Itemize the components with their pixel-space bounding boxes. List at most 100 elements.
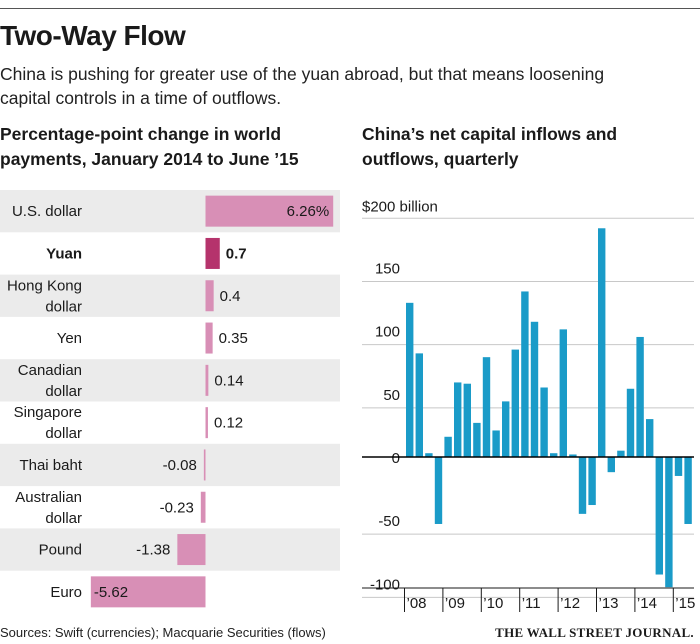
bar-yuan — [205, 237, 220, 269]
category-label: Yen — [57, 330, 82, 347]
column-bar — [578, 457, 587, 514]
category-label-line: Singapore — [14, 404, 82, 421]
x-tick-label: ’12 — [560, 595, 580, 612]
column-bar — [607, 457, 615, 473]
column-bar — [559, 329, 567, 457]
y-tick-label: 150 — [375, 260, 400, 277]
page-title: Two-Way Flow — [0, 20, 186, 51]
bar-u-s-dollar — [205, 195, 334, 227]
column-bar — [521, 291, 529, 457]
category-label-line: dollar — [45, 510, 82, 527]
column-bar — [540, 387, 548, 457]
category-label-line: Yuan — [46, 245, 82, 262]
column-bar — [434, 457, 443, 524]
x-tick-label: ’09 — [445, 595, 465, 612]
payments-chart-title-line-2: payments, January 2014 to June ’15 — [0, 149, 299, 169]
bar-euro — [90, 576, 206, 608]
category-label-line: Hong Kong — [7, 277, 82, 294]
bar-singapore-dollar — [205, 407, 208, 439]
value-label: -0.08 — [163, 457, 197, 474]
column-bar — [655, 457, 663, 575]
column-bar — [646, 419, 654, 457]
bar-hong-kong-dollar — [205, 280, 214, 312]
x-tick-label: ’14 — [637, 595, 657, 612]
subtitle-line-2: capital controls in a time of outflows. — [0, 88, 282, 108]
value-label: 0.4 — [220, 288, 241, 305]
top-rule — [0, 8, 700, 9]
column-bar — [569, 454, 577, 457]
page-subtitle: China is pushing for greater use of the … — [0, 62, 690, 110]
column-bar — [482, 357, 491, 457]
y-tick-label: 0 — [392, 450, 400, 467]
row-band — [0, 443, 340, 487]
column-bar — [636, 336, 644, 457]
row-band — [0, 274, 340, 317]
x-tick-label: ’08 — [407, 595, 427, 612]
column-bar — [463, 383, 471, 457]
category-label-line: dollar — [45, 425, 82, 442]
column-bar — [598, 228, 606, 457]
subtitle-line-1: China is pushing for greater use of the … — [0, 64, 605, 84]
bar-australian-dollar — [200, 491, 206, 523]
bar-canadian-dollar — [205, 364, 209, 396]
category-label-line: U.S. dollar — [12, 203, 82, 220]
category-label: Pound — [39, 542, 82, 559]
value-label: 6.26% — [287, 203, 330, 220]
category-label: Singapore dollar — [14, 404, 82, 442]
category-label: Hong Kong dollar — [7, 277, 82, 315]
category-label-line: Australian — [15, 489, 82, 506]
column-bar — [444, 436, 452, 457]
x-tick-label: ’11 — [522, 595, 541, 612]
column-bar — [588, 457, 596, 506]
row-band — [0, 528, 340, 571]
payments-chart-title: Percentage-point change in world payment… — [0, 122, 299, 172]
value-label: -5.62 — [94, 584, 128, 601]
y-tick-label: 50 — [383, 387, 400, 404]
column-bar — [665, 457, 673, 588]
column-bar — [492, 430, 500, 457]
category-label: Thai baht — [19, 457, 82, 474]
column-bar — [511, 349, 519, 457]
bar-pound — [177, 534, 206, 566]
value-label: -1.38 — [136, 542, 170, 559]
y-tick-label: 100 — [375, 324, 400, 341]
flows-chart-title-line-1: China’s net capital inflows and — [362, 124, 618, 144]
category-label-line: Yen — [57, 330, 82, 347]
bar-thai-baht — [203, 449, 206, 481]
value-label: 0.14 — [214, 372, 243, 389]
column-bar — [406, 302, 414, 457]
value-label: -0.23 — [160, 499, 194, 516]
y-tick-label: -100 — [370, 576, 400, 593]
category-label-line: Euro — [50, 584, 82, 601]
category-label: Euro — [50, 584, 82, 601]
x-tick-label: ’13 — [599, 595, 619, 612]
value-label: 0.12 — [214, 415, 243, 432]
publisher-logo: THE WALL STREET JOURNAL. — [495, 625, 694, 640]
column-bar — [473, 422, 481, 457]
source-note: Sources: Swift (currencies); Macquarie S… — [0, 625, 326, 640]
category-label-line: dollar — [45, 383, 82, 400]
payments-chart-title-line-1: Percentage-point change in world — [0, 124, 282, 144]
category-label-line: dollar — [45, 298, 82, 315]
category-label: Yuan — [46, 245, 82, 262]
value-label: 0.7 — [226, 245, 247, 262]
x-tick-label: ’10 — [483, 595, 503, 612]
column-bar — [674, 457, 683, 476]
row-band — [0, 359, 340, 402]
value-label: 0.35 — [219, 330, 248, 347]
y-tick-label: -50 — [378, 513, 400, 530]
x-tick-label: ’15 — [675, 595, 695, 612]
column-bar — [530, 321, 539, 457]
flows-chart-title: China’s net capital inflows and outflows… — [362, 122, 617, 172]
category-label: U.S. dollar — [12, 203, 82, 220]
column-bar — [617, 450, 625, 457]
column-bar — [626, 388, 635, 457]
flows-chart-title-line-2: outflows, quarterly — [362, 149, 519, 169]
category-label: Australian dollar — [15, 489, 82, 527]
column-bar — [502, 401, 510, 457]
column-bar — [454, 382, 462, 457]
bar-yen — [205, 322, 213, 354]
category-label-line: Pound — [39, 542, 82, 559]
